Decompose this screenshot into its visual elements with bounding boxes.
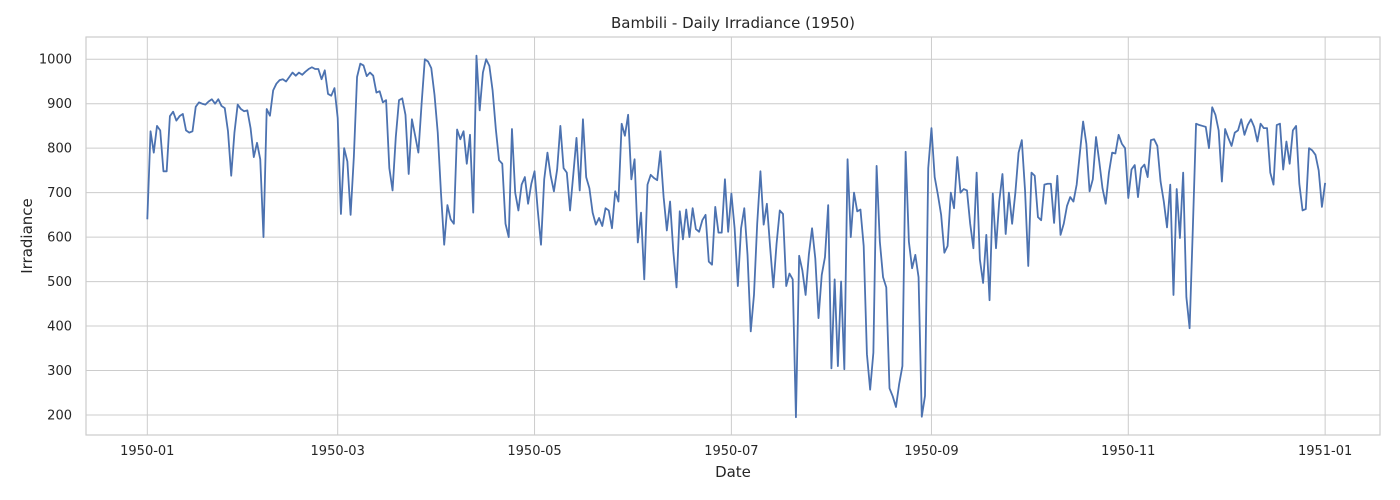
chart-title: Bambili - Daily Irradiance (1950) xyxy=(611,14,855,32)
y-tick-label: 600 xyxy=(47,231,72,246)
y-tick-label: 500 xyxy=(47,275,72,290)
series-line xyxy=(146,54,1327,419)
y-tick-label: 1000 xyxy=(39,53,72,68)
plot-frame xyxy=(85,36,1381,436)
x-tick-label: 1950-09 xyxy=(904,444,958,459)
y-tick-label: 900 xyxy=(47,97,72,112)
y-tick-label: 700 xyxy=(47,186,72,201)
y-tick-label: 400 xyxy=(47,320,72,335)
plot-background xyxy=(86,37,1380,435)
x-tick-label: 1950-03 xyxy=(311,444,365,459)
grid xyxy=(86,37,1380,435)
x-tick-label: 1950-07 xyxy=(704,444,758,459)
x-tick-label: 1951-01 xyxy=(1298,444,1352,459)
x-tick-label: 1950-01 xyxy=(120,444,174,459)
y-tick-label: 200 xyxy=(47,408,72,423)
x-axis-label: Date xyxy=(715,463,751,481)
x-tick-label: 1950-11 xyxy=(1101,444,1155,459)
y-axis: 200 300 400 500 600 700 800 900 1000 xyxy=(39,53,72,424)
y-axis-label: Irradiance xyxy=(18,198,36,274)
y-tick-label: 300 xyxy=(47,364,72,379)
y-tick-label: 800 xyxy=(47,142,72,157)
x-axis: 1950-01 1950-03 1950-05 1950-07 1950-09 1950-… xyxy=(120,444,1352,459)
x-tick-label: 1950-05 xyxy=(507,444,561,459)
